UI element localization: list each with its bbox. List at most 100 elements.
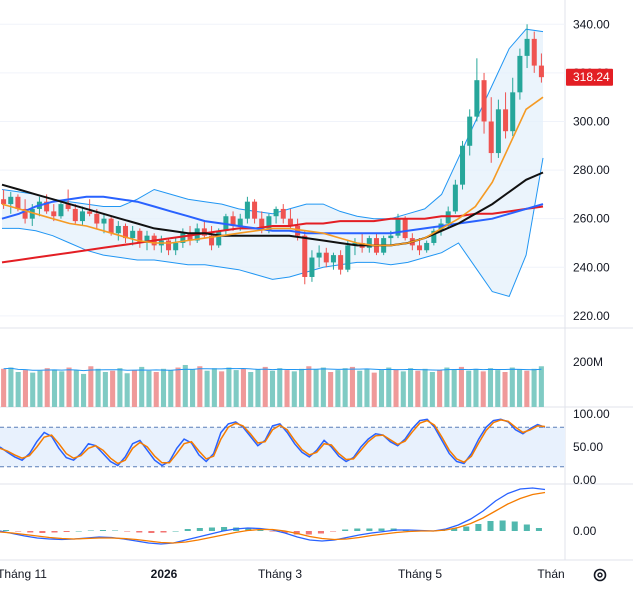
volume-bar[interactable] [349, 366, 355, 407]
volume-bar[interactable] [255, 369, 261, 407]
volume-bar[interactable] [357, 370, 363, 407]
volume-bar[interactable] [15, 371, 21, 407]
volume-bar[interactable] [320, 367, 326, 407]
candle[interactable] [79, 206, 85, 226]
candle[interactable] [488, 97, 494, 163]
volume-bar[interactable] [378, 370, 385, 407]
volume-bar[interactable] [66, 367, 72, 407]
candle[interactable] [8, 191, 14, 214]
volume-bar[interactable] [495, 370, 501, 407]
gear-icon[interactable] [593, 568, 607, 582]
volume-bar[interactable] [22, 370, 28, 407]
candle[interactable] [323, 247, 329, 268]
volume-bar[interactable] [219, 371, 225, 407]
volume-bar[interactable] [480, 371, 486, 407]
volume-bar[interactable] [509, 367, 515, 407]
volume-bar[interactable] [81, 373, 87, 407]
candle[interactable] [101, 213, 107, 234]
volume-bar[interactable] [262, 366, 268, 407]
candle[interactable] [130, 225, 136, 246]
volume-bar[interactable] [102, 371, 108, 407]
candle[interactable] [438, 218, 444, 236]
volume-bar[interactable] [37, 370, 43, 407]
candle[interactable] [273, 206, 279, 224]
volume-bar[interactable] [117, 368, 123, 407]
volume-bar[interactable] [153, 371, 159, 407]
candle[interactable] [1, 189, 7, 209]
volume-bar[interactable] [190, 369, 196, 407]
price-pane[interactable] [0, 23, 565, 317]
candle[interactable] [244, 196, 250, 224]
volume-bar[interactable] [233, 370, 239, 407]
volume-bar[interactable] [197, 366, 203, 407]
candle[interactable] [524, 24, 530, 69]
volume-bar[interactable] [51, 369, 58, 407]
candle[interactable] [460, 140, 466, 190]
volume-bar[interactable] [8, 367, 14, 407]
candle[interactable] [424, 240, 430, 253]
volume-bar[interactable] [226, 367, 232, 407]
volume-bar[interactable] [437, 370, 443, 407]
volume-bar[interactable] [342, 368, 348, 407]
volume-bar[interactable] [306, 366, 312, 407]
candle[interactable] [230, 211, 236, 231]
volume-bar[interactable] [393, 369, 399, 407]
candle[interactable] [330, 252, 336, 270]
volume-bar[interactable] [386, 367, 392, 407]
candle[interactable] [65, 189, 71, 212]
candle[interactable] [137, 228, 143, 248]
volume-bar[interactable] [291, 371, 297, 407]
candle[interactable] [72, 204, 78, 224]
candle[interactable] [517, 48, 523, 100]
volume-bar[interactable] [139, 366, 145, 407]
volume-pane[interactable] [1, 364, 544, 407]
volume-bar[interactable] [73, 370, 79, 407]
candle[interactable] [209, 225, 215, 251]
volume-bar[interactable] [524, 370, 530, 407]
candle[interactable] [252, 199, 258, 224]
volume-bar[interactable] [371, 372, 377, 407]
volume-bar[interactable] [248, 371, 254, 407]
volume-bar[interactable] [95, 368, 101, 407]
volume-bar[interactable] [335, 370, 341, 407]
volume-bar[interactable] [531, 368, 537, 407]
volume-bar[interactable] [328, 371, 334, 407]
volume-bar[interactable] [364, 368, 370, 407]
candle[interactable] [302, 230, 308, 285]
candle[interactable] [503, 92, 509, 139]
volume-bar[interactable] [422, 368, 428, 407]
macd-pane[interactable] [0, 487, 546, 545]
candle[interactable] [510, 77, 516, 137]
stochastic-pane[interactable] [0, 418, 565, 468]
candle[interactable] [538, 53, 544, 83]
volume-bar[interactable] [240, 368, 246, 407]
volume-bar[interactable] [429, 371, 435, 407]
candle[interactable] [495, 99, 501, 158]
volume-bar[interactable] [211, 368, 217, 407]
volume-bar[interactable] [1, 368, 7, 407]
volume-bar[interactable] [175, 367, 181, 407]
volume-bar[interactable] [400, 371, 406, 407]
volume-bar[interactable] [444, 367, 450, 407]
volume-bar[interactable] [110, 370, 116, 407]
candle[interactable] [481, 72, 487, 134]
volume-bar[interactable] [204, 370, 210, 407]
volume-bar[interactable] [168, 370, 174, 407]
volume-bar[interactable] [517, 369, 523, 407]
volume-bar[interactable] [408, 368, 414, 407]
volume-bar[interactable] [502, 371, 508, 407]
volume-bar[interactable] [451, 369, 457, 407]
candle[interactable] [452, 179, 458, 214]
candle[interactable] [87, 199, 93, 217]
candle[interactable] [309, 250, 315, 282]
volume-bar[interactable] [269, 370, 276, 407]
candle[interactable] [402, 216, 408, 241]
volume-bar[interactable] [88, 366, 94, 407]
candle[interactable] [416, 238, 423, 256]
volume-bar[interactable] [59, 371, 65, 407]
volume-bar[interactable] [277, 368, 283, 407]
volume-bar[interactable] [299, 368, 305, 407]
candle[interactable] [431, 228, 437, 246]
